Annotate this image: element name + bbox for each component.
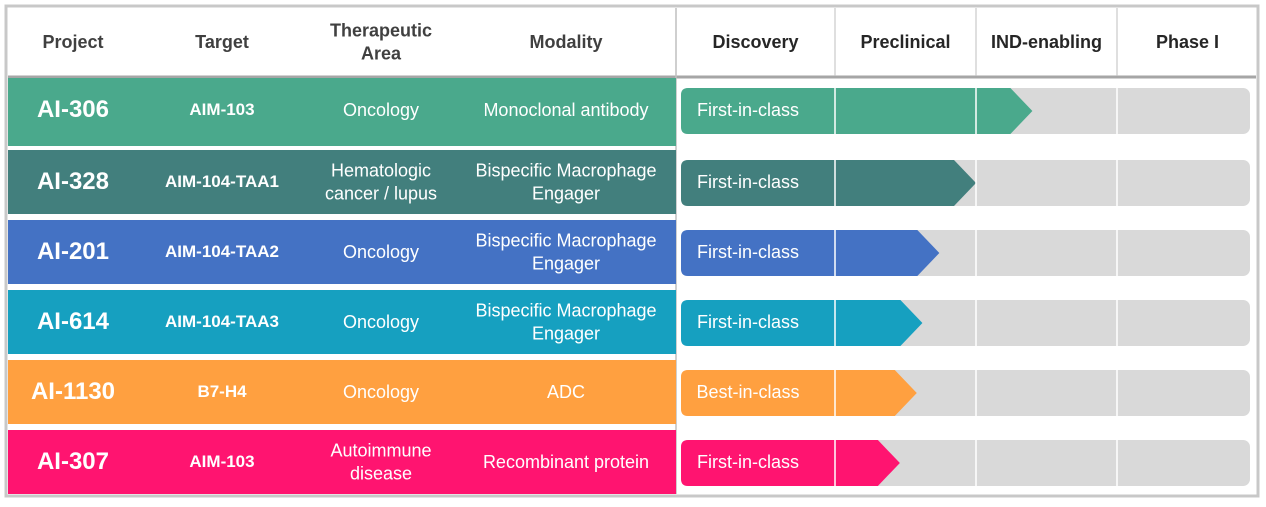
modality: Bispecific Macrophage Engager: [475, 300, 656, 343]
status: First-in-class: [697, 172, 799, 192]
modality: Bispecific Macrophage Engager: [475, 160, 656, 203]
progress-arrow: [681, 230, 940, 276]
status: First-in-class: [697, 312, 799, 332]
target: AIM-103: [189, 100, 254, 119]
modality: ADC: [547, 382, 585, 402]
column-header: Project: [42, 32, 103, 52]
area: Oncology: [343, 100, 419, 120]
row-band: [8, 150, 676, 214]
progress-arrow: [681, 88, 1033, 134]
progress-arrow: [681, 440, 900, 486]
modality: Recombinant protein: [483, 452, 649, 472]
area: Autoimmune disease: [330, 440, 431, 483]
row-band: [8, 430, 676, 494]
stage-header: IND-enabling: [991, 32, 1102, 52]
project: AI-328: [37, 168, 109, 195]
column-header: Modality: [529, 32, 602, 52]
stage-header: Preclinical: [860, 32, 950, 52]
progress-arrow: [681, 370, 917, 416]
progress-arrow: [681, 160, 976, 206]
modality: Bispecific Macrophage Engager: [475, 230, 656, 273]
row-band: [8, 78, 676, 146]
target: AIM-104-TAA1: [165, 172, 279, 191]
status: First-in-class: [697, 452, 799, 472]
progress-arrow: [681, 300, 923, 346]
column-header: Therapeutic Area: [330, 20, 432, 63]
area: Oncology: [343, 382, 419, 402]
row-band: [8, 360, 676, 424]
stage-header: Discovery: [712, 32, 798, 52]
target: AIM-104-TAA2: [165, 242, 279, 261]
column-header: Target: [195, 32, 249, 52]
stage-header: Phase I: [1156, 32, 1219, 52]
area: Oncology: [343, 242, 419, 262]
project: AI-307: [37, 448, 109, 475]
target: AIM-104-TAA3: [165, 312, 279, 331]
modality: Monoclonal antibody: [483, 100, 648, 120]
area: Oncology: [343, 312, 419, 332]
status: First-in-class: [697, 242, 799, 262]
area: Hematologic cancer / lupus: [325, 160, 437, 203]
project: AI-1130: [31, 378, 115, 405]
status: First-in-class: [697, 100, 799, 120]
project: AI-614: [37, 308, 110, 335]
project: AI-306: [37, 96, 109, 123]
row-band: [8, 220, 676, 284]
status: Best-in-class: [696, 382, 799, 402]
project: AI-201: [37, 238, 109, 265]
target: AIM-103: [189, 452, 254, 471]
row-band: [8, 290, 676, 354]
target: B7-H4: [197, 382, 247, 401]
